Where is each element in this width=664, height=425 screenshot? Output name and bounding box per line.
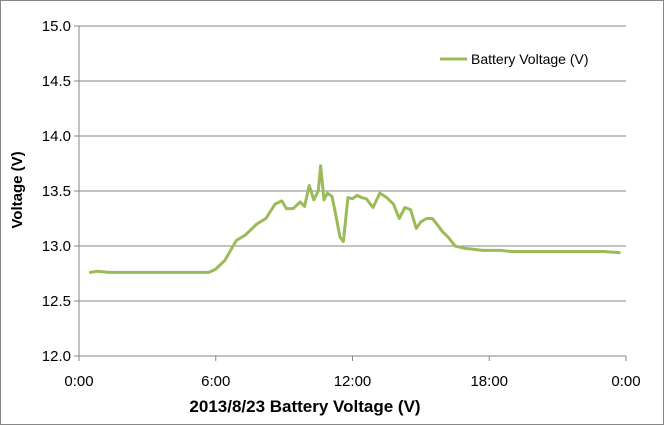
x-axis-label: 2013/8/23 Battery Voltage (V) (189, 397, 420, 416)
y-axis-ticks: 12.0 12.5 13.0 13.5 14.0 14.5 15.0 (42, 18, 79, 365)
x-tick-label-0: 0:00 (64, 373, 93, 390)
y-axis-label: Voltage (V) (9, 151, 26, 228)
y-tick-label-3: 13.5 (42, 183, 71, 200)
x-tick-label-3: 18:00 (470, 373, 508, 390)
gridlines (79, 25, 626, 302)
x-tick-label-2: 12:00 (334, 373, 372, 390)
series-layer (88, 164, 621, 274)
y-tick-label-2: 13.0 (42, 238, 71, 255)
x-tick-label-4: 0:00 (611, 373, 640, 390)
y-tick-label-0: 12.0 (42, 348, 71, 365)
series-line-battery-voltage (88, 164, 621, 274)
axes (78, 26, 626, 357)
y-tick-label-4: 14.0 (42, 128, 71, 145)
y-tick-label-1: 12.5 (42, 293, 71, 310)
x-tick-label-1: 6:00 (201, 373, 230, 390)
y-tick-label-5: 14.5 (42, 73, 71, 90)
x-axis-ticks: 0:00 6:00 12:00 18:00 0:00 (64, 356, 641, 390)
legend: Battery Voltage (V) (440, 51, 589, 67)
y-tick-label-6: 15.0 (42, 18, 71, 35)
legend-label-battery-voltage: Battery Voltage (V) (471, 51, 589, 67)
